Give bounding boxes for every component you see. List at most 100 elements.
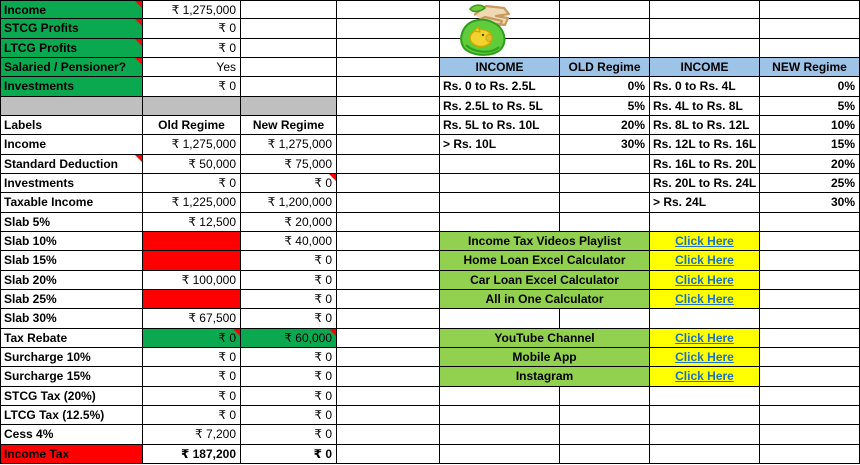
new-regime-slab-30: ₹ 0 [241,309,337,329]
old-slab-range: > Rs. 10L [440,135,560,155]
new-regime-ltcg-tax-12-5: ₹ 0 [241,405,337,426]
label-slab-30: Slab 30% [0,309,143,329]
click-here-link[interactable]: Click Here [650,347,760,368]
label-standard-deduction: Standard Deduction [0,154,143,174]
old-slab-range: Rs. 5L to Rs. 10L [440,115,560,136]
label-salaried-pensioner: Salaried / Pensioner? [0,57,143,78]
click-here-link[interactable]: Click Here [650,231,760,252]
label-stcg-profits: STCG Profits [0,19,143,39]
old-regime-income-tax: ₹ 187,200 [143,444,241,464]
empty-cell [760,270,860,290]
new-regime-cess-4: ₹ 0 [241,425,337,445]
empty-cell [337,96,440,116]
label-ltcg-profits: LTCG Profits [0,38,143,58]
empty-cell [440,386,560,406]
label-income-tax: Income Tax [0,444,143,464]
new-slab-income-header: INCOME [650,57,760,78]
new-slab-range: Rs. 0 to Rs. 4L [650,77,760,97]
input-investments-cell[interactable]: ₹ 0 [143,77,241,97]
click-here-link[interactable]: Click Here [650,367,760,387]
label-stcg-tax-20: STCG Tax (20%) [0,386,143,406]
empty-cell [337,154,440,174]
old-regime-slab-20: ₹ 100,000 [143,270,241,290]
empty-cell [560,386,650,406]
empty-cell [337,115,440,136]
click-here-link[interactable]: Click Here [650,270,760,290]
new-regime-slab-20: ₹ 0 [241,270,337,290]
label-surcharge-10: Surcharge 10% [0,347,143,368]
new-slab-range: Rs. 16L to Rs. 20L [650,154,760,174]
income-tax-videos-playlist-button: Income Tax Videos Playlist [440,231,650,252]
label-slab-25: Slab 25% [0,289,143,310]
old-regime-slab-5: ₹ 12,500 [143,212,241,232]
old-regime-stcg-tax-20: ₹ 0 [143,386,241,406]
old-regime-slab-15 [143,251,241,271]
label-tax-rebate: Tax Rebate [0,328,143,348]
new-regime-slab-5: ₹ 20,000 [241,212,337,232]
new-regime-investments: ₹ 0 [241,173,337,194]
empty-cell [560,212,650,232]
empty-cell [337,425,440,445]
empty-cell [760,251,860,271]
old-slab-income-header: INCOME [440,57,560,78]
separator-cell [241,96,337,116]
empty-cell [337,444,440,464]
new-slab-regime-header: NEW Regime [760,57,860,78]
empty-cell [560,154,650,174]
empty-cell [440,173,560,194]
empty-cell [337,289,440,310]
label-investments: Investments [0,77,143,97]
empty-cell [440,444,560,464]
empty-cell [560,309,650,329]
empty-cell [337,173,440,194]
new-regime-surcharge-10: ₹ 0 [241,347,337,368]
old-regime-ltcg-tax-12-5: ₹ 0 [143,405,241,426]
new-regime-header: New Regime [241,115,337,136]
new-regime-slab-15: ₹ 0 [241,251,337,271]
new-regime-slab-25: ₹ 0 [241,289,337,310]
empty-cell [760,19,860,39]
empty-cell [650,38,760,58]
empty-cell [760,328,860,348]
new-slab-rate: 0% [760,77,860,97]
empty-cell [337,135,440,155]
input-stcg-profits-cell[interactable]: ₹ 0 [143,19,241,39]
empty-cell [760,289,860,310]
empty-cell [337,77,440,97]
old-regime-slab-10 [143,231,241,252]
empty-cell [560,193,650,213]
click-here-link[interactable]: Click Here [650,328,760,348]
car-loan-excel-calculator-button: Car Loan Excel Calculator [440,270,650,290]
input-income-cell[interactable]: ₹ 1,275,000 [143,0,241,20]
empty-cell [650,386,760,406]
old-regime-standard-deduction: ₹ 50,000 [143,154,241,174]
empty-cell [337,212,440,232]
input-ltcg-profits-cell[interactable]: ₹ 0 [143,38,241,58]
old-regime-investments: ₹ 0 [143,173,241,194]
old-regime-taxable-income: ₹ 1,225,000 [143,193,241,213]
labels-header: Labels [0,115,143,136]
input-salaried-pensioner-cell[interactable]: Yes [143,57,241,78]
empty-cell [650,425,760,445]
label-slab-5: Slab 5% [0,212,143,232]
new-regime-taxable-income: ₹ 1,200,000 [241,193,337,213]
empty-cell [241,0,337,20]
label-slab-15: Slab 15% [0,251,143,271]
empty-cell [241,77,337,97]
empty-cell [760,347,860,368]
mobile-app-button: Mobile App [440,347,650,368]
empty-cell [440,154,560,174]
old-regime-cess-4: ₹ 7,200 [143,425,241,445]
empty-cell [650,405,760,426]
empty-cell [560,405,650,426]
new-slab-rate: 30% [760,193,860,213]
click-here-link[interactable]: Click Here [650,251,760,271]
instagram-button: Instagram [440,367,650,387]
click-here-link[interactable]: Click Here [650,289,760,310]
empty-cell [650,444,760,464]
empty-cell [337,367,440,387]
empty-cell [337,251,440,271]
new-regime-standard-deduction: ₹ 75,000 [241,154,337,174]
empty-cell [440,19,560,39]
